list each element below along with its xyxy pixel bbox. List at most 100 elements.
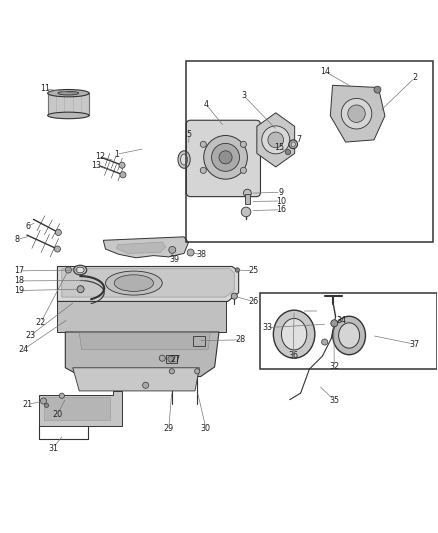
Text: 35: 35 <box>329 395 339 405</box>
Polygon shape <box>79 333 210 350</box>
Ellipse shape <box>178 151 190 168</box>
Circle shape <box>200 141 206 147</box>
Bar <box>186 61 433 243</box>
Polygon shape <box>39 391 122 426</box>
Circle shape <box>241 207 251 217</box>
Circle shape <box>40 398 46 404</box>
Ellipse shape <box>48 90 89 97</box>
Circle shape <box>120 172 126 178</box>
FancyBboxPatch shape <box>186 120 261 197</box>
Bar <box>261 293 437 369</box>
Ellipse shape <box>58 91 79 95</box>
Circle shape <box>54 246 60 252</box>
Text: 28: 28 <box>236 335 246 344</box>
Polygon shape <box>257 113 295 167</box>
Bar <box>193 336 205 346</box>
Circle shape <box>341 99 372 129</box>
Circle shape <box>204 135 247 179</box>
Ellipse shape <box>333 316 365 354</box>
Text: 5: 5 <box>187 130 192 139</box>
Text: 34: 34 <box>336 316 346 325</box>
Circle shape <box>262 126 290 154</box>
Circle shape <box>348 105 365 123</box>
Polygon shape <box>330 85 385 142</box>
Circle shape <box>168 356 174 362</box>
Text: 17: 17 <box>14 266 24 276</box>
Circle shape <box>289 140 297 149</box>
Text: 9: 9 <box>279 188 283 197</box>
Text: 15: 15 <box>274 143 284 152</box>
Ellipse shape <box>282 318 307 350</box>
Circle shape <box>59 393 64 398</box>
Polygon shape <box>117 242 166 253</box>
Circle shape <box>240 141 247 147</box>
Text: 25: 25 <box>248 266 258 276</box>
Text: 16: 16 <box>276 205 286 214</box>
Text: 38: 38 <box>197 250 207 259</box>
Ellipse shape <box>48 112 89 119</box>
Circle shape <box>143 382 149 389</box>
Text: 19: 19 <box>14 286 24 295</box>
Circle shape <box>286 149 290 155</box>
Circle shape <box>119 162 125 168</box>
Polygon shape <box>103 237 188 258</box>
Circle shape <box>374 86 381 93</box>
Circle shape <box>212 143 240 171</box>
Circle shape <box>169 246 176 253</box>
Text: 31: 31 <box>48 443 58 453</box>
Circle shape <box>169 369 174 374</box>
Text: 10: 10 <box>276 197 286 206</box>
Text: 2: 2 <box>412 74 417 83</box>
Text: 23: 23 <box>25 331 35 340</box>
Text: 1: 1 <box>114 150 119 159</box>
Circle shape <box>244 189 251 197</box>
Text: 26: 26 <box>248 297 258 306</box>
Polygon shape <box>73 368 199 391</box>
Circle shape <box>219 151 232 164</box>
Text: 3: 3 <box>241 91 246 100</box>
Ellipse shape <box>74 265 87 275</box>
Circle shape <box>235 268 240 272</box>
Text: 18: 18 <box>14 277 24 285</box>
Text: 14: 14 <box>320 67 330 76</box>
Text: 30: 30 <box>201 424 211 433</box>
Bar <box>166 354 177 364</box>
Circle shape <box>159 355 165 361</box>
Circle shape <box>55 229 61 236</box>
Polygon shape <box>57 266 239 302</box>
Ellipse shape <box>106 271 162 295</box>
Circle shape <box>240 167 247 173</box>
Text: 36: 36 <box>288 351 298 360</box>
Circle shape <box>194 369 200 374</box>
Text: 20: 20 <box>53 409 63 418</box>
Ellipse shape <box>114 275 153 292</box>
Circle shape <box>291 142 295 147</box>
Ellipse shape <box>180 154 187 165</box>
Text: 22: 22 <box>36 318 46 327</box>
Circle shape <box>268 132 284 148</box>
Polygon shape <box>57 302 226 332</box>
Text: 21: 21 <box>23 400 33 409</box>
Circle shape <box>331 320 338 327</box>
Text: 27: 27 <box>170 355 180 364</box>
Text: 8: 8 <box>14 235 19 244</box>
Circle shape <box>187 249 194 256</box>
Text: 37: 37 <box>410 340 420 349</box>
Text: 32: 32 <box>329 362 339 372</box>
Text: 7: 7 <box>296 134 301 143</box>
Text: 39: 39 <box>169 255 179 264</box>
Polygon shape <box>65 332 219 376</box>
Text: 29: 29 <box>164 424 174 433</box>
Polygon shape <box>62 269 234 297</box>
Circle shape <box>321 339 328 345</box>
Text: 12: 12 <box>95 152 105 161</box>
Text: 4: 4 <box>203 100 208 109</box>
Ellipse shape <box>76 267 84 273</box>
Circle shape <box>65 267 71 273</box>
Text: 13: 13 <box>91 161 101 169</box>
Circle shape <box>77 286 84 293</box>
Text: 24: 24 <box>18 345 28 354</box>
Polygon shape <box>44 398 110 420</box>
Text: 11: 11 <box>40 84 50 93</box>
Text: 6: 6 <box>25 222 30 231</box>
